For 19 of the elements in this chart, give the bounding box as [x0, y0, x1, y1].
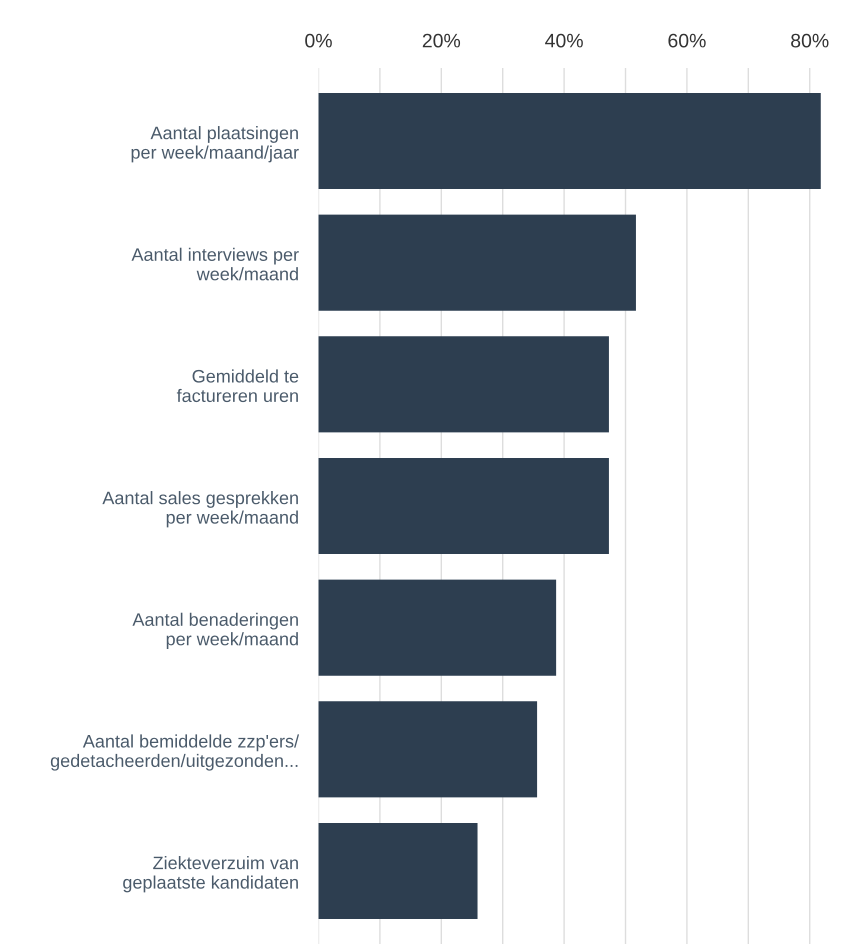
x-tick-label: 60% — [668, 34, 706, 48]
y-tick-label: Aantal benaderingen per week/maand — [132, 612, 298, 649]
bar — [318, 701, 538, 798]
x-tick-label: 40% — [545, 34, 583, 48]
y-tick-label: Aantal sales gesprekken per week/maand — [102, 491, 298, 528]
x-tick-label: 0% — [305, 34, 332, 48]
y-tick-label: Gemiddeld te factureren uren — [176, 369, 298, 402]
bar — [318, 580, 556, 676]
y-tick-label: Ziekteverzuim van geplaatste kandidaten — [123, 856, 298, 892]
x-tick-label: 80% — [791, 34, 828, 48]
bar — [318, 336, 609, 432]
bar — [318, 822, 478, 920]
y-tick-label: Aantal plaatsingen per week/maand/jaar — [132, 126, 299, 162]
y-tick-label: Aantal bemiddelde zzp'ers/ gedetacheerden/uitgezonden... — [50, 734, 300, 771]
y-tick-label: Aantal interviews per week/maand — [132, 248, 299, 280]
bar — [318, 92, 821, 190]
bar — [318, 458, 609, 554]
bar — [318, 214, 636, 311]
x-tick-label: 20% — [422, 34, 460, 48]
